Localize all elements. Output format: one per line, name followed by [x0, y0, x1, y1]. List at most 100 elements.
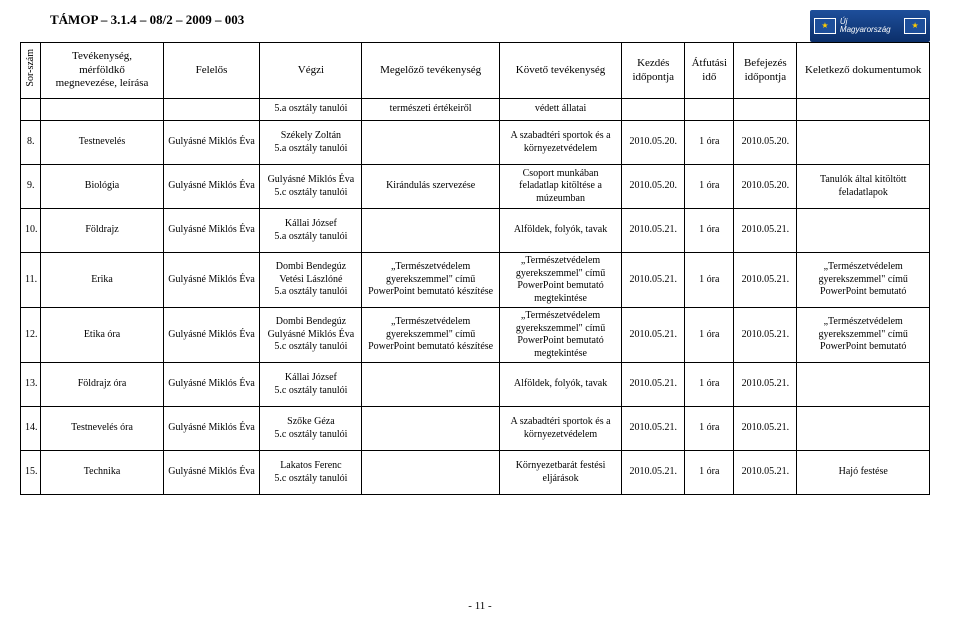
- table-row: 9.BiológiaGulyásné Miklós ÉvaGulyásné Mi…: [21, 165, 930, 209]
- table-cell: [41, 99, 163, 121]
- table-cell: A szabadtéri sportok és a környezetvédel…: [499, 407, 621, 451]
- table-row: 5.a osztály tanulóitermészeti értékeiről…: [21, 99, 930, 121]
- table-cell: 10.: [21, 209, 41, 253]
- table-cell: 1 óra: [685, 165, 734, 209]
- table-cell: „Természetvédelem gyerekszemmel" című Po…: [362, 308, 500, 363]
- table-cell: Gulyásné Miklós Éva: [163, 308, 260, 363]
- table-cell: 15.: [21, 451, 41, 495]
- table-cell: Lakatos Ferenc 5.c osztály tanulói: [260, 451, 362, 495]
- table-cell: 2010.05.21.: [734, 209, 797, 253]
- table-cell: Erika: [41, 253, 163, 308]
- col-sorszam: Sor-szám: [21, 43, 41, 99]
- table-cell: Földrajz óra: [41, 363, 163, 407]
- table-cell: védett állatai: [499, 99, 621, 121]
- logo: ★ Új Magyarország ★: [810, 10, 930, 42]
- table-cell: 5.a osztály tanulói: [260, 99, 362, 121]
- table-cell: 9.: [21, 165, 41, 209]
- col-kezdes: Kezdés időpontja: [622, 43, 685, 99]
- table-cell: [362, 121, 500, 165]
- table-cell: „Természetvédelem gyerekszemmel" című Po…: [499, 308, 621, 363]
- table-cell: Gulyásné Miklós Éva: [163, 363, 260, 407]
- table-cell: „Természetvédelem gyerekszemmel" című Po…: [499, 253, 621, 308]
- table-cell: [622, 99, 685, 121]
- eu-flag-icon: ★: [814, 18, 836, 34]
- col-befejezes: Befejezés időpontja: [734, 43, 797, 99]
- table-cell: természeti értékeiről: [362, 99, 500, 121]
- table-cell: 1 óra: [685, 121, 734, 165]
- table-cell: [685, 99, 734, 121]
- table-cell: 1 óra: [685, 363, 734, 407]
- table-cell: Kirándulás szervezése: [362, 165, 500, 209]
- table-cell: 2010.05.21.: [734, 451, 797, 495]
- col-koveto: Követő tevékenység: [499, 43, 621, 99]
- table-cell: 2010.05.20.: [734, 165, 797, 209]
- table-cell: Csoport munkában feladatlap kitöltése a …: [499, 165, 621, 209]
- table-cell: Gulyásné Miklós Éva: [163, 253, 260, 308]
- table-cell: 2010.05.20.: [734, 121, 797, 165]
- col-dokumentumok: Keletkező dokumentumok: [797, 43, 930, 99]
- table-cell: Kállai József 5.c osztály tanulói: [260, 363, 362, 407]
- table-cell: Kállai József 5.a osztály tanulói: [260, 209, 362, 253]
- table-cell: Szőke Géza 5.c osztály tanulói: [260, 407, 362, 451]
- table-cell: Gulyásné Miklós Éva: [163, 165, 260, 209]
- table-cell: 12.: [21, 308, 41, 363]
- col-megelozo: Megelőző tevékenység: [362, 43, 500, 99]
- doc-code: TÁMOP – 3.1.4 – 08/2 – 2009 – 003: [50, 12, 244, 28]
- table-cell: „Természetvédelem gyerekszemmel" című Po…: [797, 253, 930, 308]
- table-cell: 2010.05.21.: [734, 308, 797, 363]
- table-cell: 2010.05.20.: [622, 121, 685, 165]
- table-cell: Környezetbarát festési eljárások: [499, 451, 621, 495]
- col-atfutasi: Átfutási idő: [685, 43, 734, 99]
- table-cell: 11.: [21, 253, 41, 308]
- table-cell: 2010.05.21.: [622, 451, 685, 495]
- table-cell: 2010.05.21.: [622, 407, 685, 451]
- table-cell: Földrajz: [41, 209, 163, 253]
- table-cell: 2010.05.21.: [622, 209, 685, 253]
- table-cell: Biológia: [41, 165, 163, 209]
- table-cell: Gulyásné Miklós Éva 5.c osztály tanulói: [260, 165, 362, 209]
- table-row: 12.Etika óraGulyásné Miklós ÉvaDombi Ben…: [21, 308, 930, 363]
- table-cell: Hajó festése: [797, 451, 930, 495]
- table-cell: Gulyásné Miklós Éva: [163, 451, 260, 495]
- table-cell: Tanulók által kitöltött feladatlapok: [797, 165, 930, 209]
- col-tevekenyseg: Tevékenység, mérföldkő megnevezése, leír…: [41, 43, 163, 99]
- table-cell: Székely Zoltán 5.a osztály tanulói: [260, 121, 362, 165]
- table-cell: 8.: [21, 121, 41, 165]
- table-cell: 2010.05.21.: [622, 308, 685, 363]
- table-cell: Gulyásné Miklós Éva: [163, 209, 260, 253]
- table-cell: Alföldek, folyók, tavak: [499, 209, 621, 253]
- table-cell: Gulyásné Miklós Éva: [163, 121, 260, 165]
- table-cell: „Természetvédelem gyerekszemmel" című Po…: [797, 308, 930, 363]
- table-cell: A szabadtéri sportok és a környezetvédel…: [499, 121, 621, 165]
- table-row: 8.TestnevelésGulyásné Miklós ÉvaSzékely …: [21, 121, 930, 165]
- table-cell: „Természetvédelem gyerekszemmel" című Po…: [362, 253, 500, 308]
- table-cell: [362, 407, 500, 451]
- eu-flag-icon: ★: [904, 18, 926, 34]
- table-cell: 1 óra: [685, 253, 734, 308]
- table-row: 15.TechnikaGulyásné Miklós ÉvaLakatos Fe…: [21, 451, 930, 495]
- table-cell: [797, 99, 930, 121]
- table-cell: [362, 451, 500, 495]
- table-cell: Dombi Bendegúz Gulyásné Miklós Éva 5.c o…: [260, 308, 362, 363]
- table-cell: 2010.05.21.: [734, 253, 797, 308]
- table-cell: Testnevelés óra: [41, 407, 163, 451]
- table-cell: 2010.05.21.: [734, 363, 797, 407]
- table-cell: [734, 99, 797, 121]
- table-cell: 1 óra: [685, 407, 734, 451]
- table-cell: Technika: [41, 451, 163, 495]
- table-cell: [362, 363, 500, 407]
- table-cell: [21, 99, 41, 121]
- table-cell: 2010.05.20.: [622, 165, 685, 209]
- table-row: 14.Testnevelés óraGulyásné Miklós ÉvaSző…: [21, 407, 930, 451]
- col-felelos: Felelős: [163, 43, 260, 99]
- table-cell: Testnevelés: [41, 121, 163, 165]
- table-cell: 1 óra: [685, 451, 734, 495]
- page-number: - 11 -: [0, 600, 960, 612]
- table-cell: [797, 121, 930, 165]
- col-vegzi: Végzi: [260, 43, 362, 99]
- table-cell: 1 óra: [685, 308, 734, 363]
- table-cell: [797, 363, 930, 407]
- table-cell: Etika óra: [41, 308, 163, 363]
- table-row: 11.ErikaGulyásné Miklós ÉvaDombi Bendegú…: [21, 253, 930, 308]
- table-cell: 1 óra: [685, 209, 734, 253]
